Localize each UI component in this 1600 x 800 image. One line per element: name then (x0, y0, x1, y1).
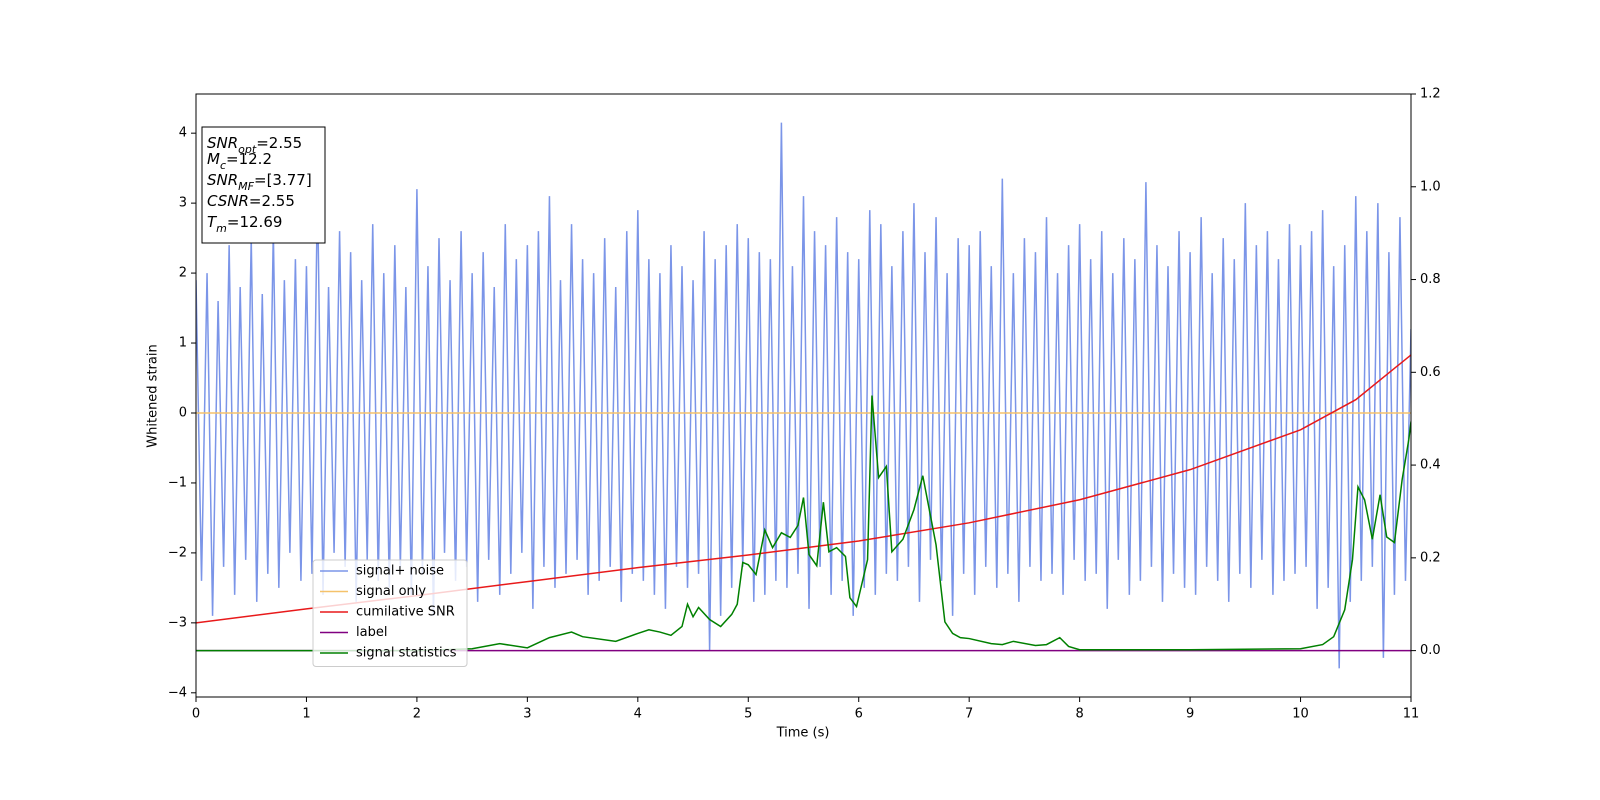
annotation-value: =12.2 (226, 150, 272, 168)
y2-tick-label: 0.2 (1420, 550, 1441, 565)
y-tick-label: 0 (179, 405, 187, 420)
x-tick-label: 4 (634, 707, 642, 722)
annotation: Mc=12.2 (207, 150, 272, 172)
x-tick-label: 10 (1292, 707, 1309, 722)
x-tick-label: 0 (192, 707, 200, 722)
legend-label: cumilative SNR (356, 605, 455, 620)
y2-tick-label: 0.4 (1420, 458, 1441, 473)
annotation-symbol: T (207, 213, 218, 231)
annotation-value: =2.55 (249, 192, 295, 210)
x-tick-label: 5 (744, 707, 752, 722)
y-tick-label: −1 (168, 475, 187, 490)
x-tick-label: 9 (1186, 707, 1194, 722)
annotation-symbol: SNR (207, 134, 238, 152)
annotation-symbol: CSNR (207, 192, 249, 210)
y-axis-label: Whitened strain (146, 344, 161, 447)
x-tick-label: 11 (1403, 707, 1420, 722)
plot-frame (195, 93, 1412, 698)
legend-box (312, 559, 468, 667)
y2-tick-label: 1.0 (1420, 179, 1441, 194)
y-tick-label: −4 (168, 685, 187, 700)
x-tick-label: 7 (965, 707, 973, 722)
annotation-subscript: c (220, 159, 226, 172)
annotation-box (201, 126, 326, 244)
annotation-subscript: opt (238, 143, 257, 156)
y2-tick-label: 0.0 (1420, 643, 1441, 658)
y-tick-label: −3 (168, 615, 187, 630)
legend-label: signal only (356, 584, 426, 599)
y2-tick-label: 1.2 (1420, 87, 1441, 102)
y2-tick-label: 0.8 (1420, 272, 1441, 287)
annotation-value: =12.69 (227, 213, 283, 231)
annotation-value: =[3.77] (254, 171, 312, 189)
annotation: Tm=12.69 (207, 213, 282, 235)
x-tick-label: 8 (1075, 707, 1083, 722)
series-line (196, 122, 1411, 669)
annotation: SNRMF=[3.77] (207, 171, 312, 193)
annotation: SNRopt=2.55 (207, 134, 302, 156)
legend-label: signal+ noise (356, 564, 444, 579)
y-tick-label: 1 (179, 336, 187, 351)
y-tick-label: 2 (179, 266, 187, 281)
x-tick-label: 2 (413, 707, 421, 722)
y-tick-label: 4 (179, 126, 187, 141)
x-tick-label: 3 (523, 707, 531, 722)
y-tick-label: 3 (179, 196, 187, 211)
x-tick-label: 1 (302, 707, 310, 722)
annotation-symbol: SNR (207, 171, 238, 189)
series-line (196, 395, 1411, 652)
x-tick-label: 6 (855, 707, 863, 722)
y2-tick-label: 0.6 (1420, 365, 1441, 380)
annotation-value: =2.55 (256, 134, 302, 152)
legend-label: label (356, 625, 387, 640)
x-axis-label: Time (s) (776, 726, 830, 741)
annotation-subscript: m (216, 222, 227, 235)
legend-label: signal statistics (356, 646, 457, 661)
annotation: CSNR=2.55 (207, 192, 295, 210)
annotation-subscript: MF (238, 180, 254, 193)
y-tick-label: −2 (168, 545, 187, 560)
annotation-symbol: M (207, 150, 220, 168)
